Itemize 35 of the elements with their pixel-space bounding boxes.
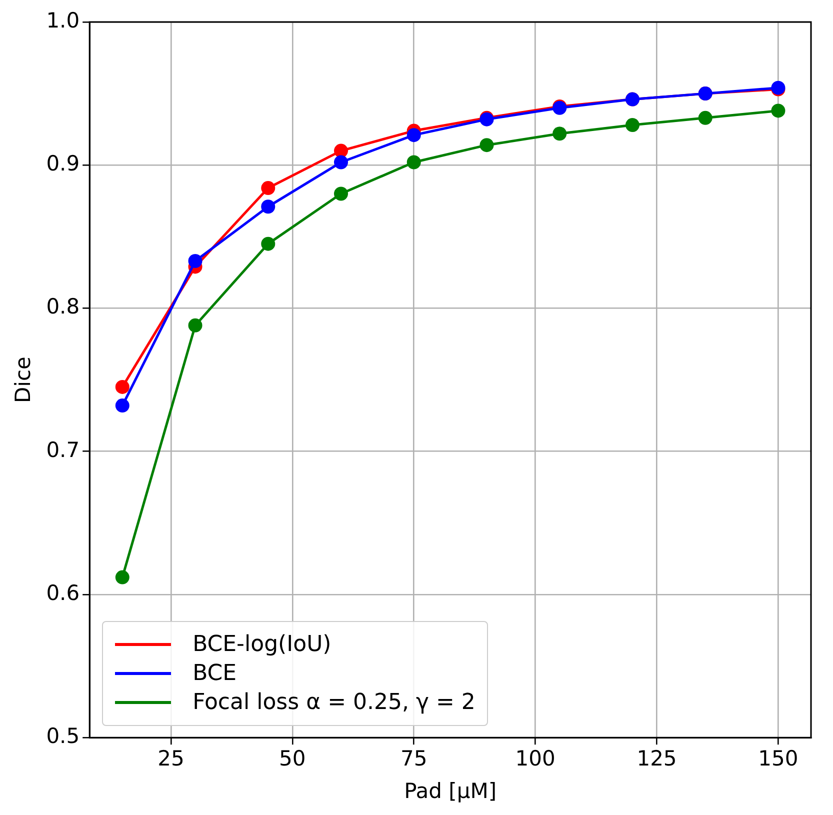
legend-label: BCE-log(IoU) bbox=[192, 632, 332, 657]
point bbox=[406, 155, 421, 170]
y-axis-title: Dice bbox=[11, 356, 36, 404]
point bbox=[480, 138, 494, 152]
x-tick-label: 150 bbox=[758, 746, 798, 771]
point bbox=[188, 254, 202, 268]
point bbox=[552, 126, 567, 141]
point bbox=[406, 128, 421, 142]
y-tick-label: 0.7 bbox=[46, 438, 80, 462]
point bbox=[334, 186, 348, 201]
x-tick-label: 125 bbox=[636, 746, 677, 771]
point bbox=[261, 181, 276, 196]
y-tick-label: 0.9 bbox=[46, 152, 80, 176]
point bbox=[261, 236, 276, 251]
y-tick-label: 0.8 bbox=[46, 294, 80, 319]
point bbox=[188, 318, 202, 332]
point bbox=[334, 155, 348, 170]
x-tick-label: 50 bbox=[279, 746, 306, 771]
point bbox=[625, 118, 640, 132]
x-tick-label: 75 bbox=[400, 746, 428, 771]
y-tick-label: 0.5 bbox=[46, 724, 80, 748]
x-tick-label: 25 bbox=[158, 746, 184, 771]
point bbox=[334, 144, 348, 158]
point bbox=[698, 110, 712, 125]
point bbox=[115, 380, 130, 394]
legend-label: BCE bbox=[192, 660, 237, 686]
y-tick-label: 1.0 bbox=[46, 8, 80, 32]
y-tick-label: 0.6 bbox=[46, 580, 80, 605]
x-tick-label: 100 bbox=[515, 746, 556, 771]
point bbox=[115, 570, 130, 584]
point bbox=[261, 200, 276, 214]
point bbox=[115, 398, 130, 413]
x-axis-title: Pad [μM] bbox=[404, 778, 497, 803]
point bbox=[771, 104, 786, 118]
legend-label: Focal loss α = 0.25, γ = 2 bbox=[192, 690, 476, 715]
